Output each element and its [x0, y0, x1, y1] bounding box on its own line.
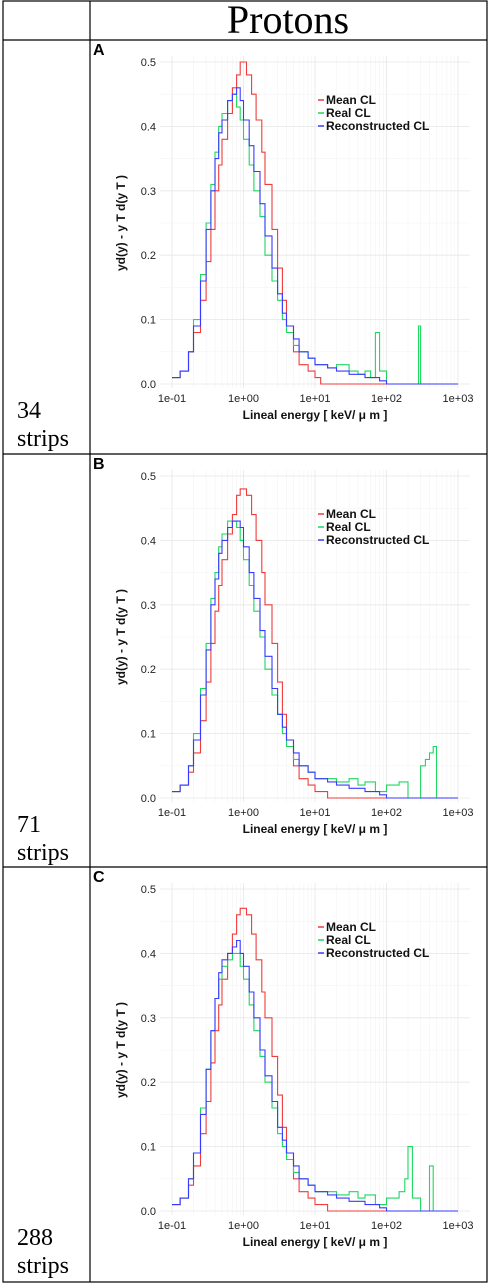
chart-panel-b: B 1e-01 1e+00 1e+01 1e+02 1e+03 0.0 0.1 0.2 0.3 0.… [93, 456, 473, 836]
y-tick-label: 0.3 [141, 1013, 156, 1025]
y-tick-label: 0.2 [141, 664, 156, 676]
series-reconstructed-line [172, 520, 458, 799]
legend-label: Mean CL [326, 93, 376, 107]
y-tick-label: 0.0 [141, 379, 156, 391]
x-tick-label: 1e+00 [228, 1220, 259, 1232]
y-axis-label: yd(y) - y T d(y T ) [114, 1002, 128, 1098]
x-axis-label: Lineal energy [ keV/ μ m ] [243, 822, 388, 836]
y-tick-label: 0.3 [141, 600, 156, 612]
x-tick-label: 1e+01 [300, 807, 331, 819]
header-title: Protons [227, 0, 349, 42]
x-tick-label: 1e+02 [371, 1220, 402, 1232]
row-label-count: 288 [17, 1225, 53, 1251]
grid [160, 56, 470, 388]
y-tick-label: 0.1 [141, 729, 156, 741]
y-tick-label: 0.1 [141, 315, 156, 327]
x-tick-label: 1e+00 [228, 393, 259, 405]
y-tick-label: 0.4 [141, 121, 156, 133]
x-tick-label: 1e-01 [158, 1220, 186, 1232]
y-tick-label: 0.5 [141, 57, 156, 69]
legend-label: Real CL [326, 520, 371, 534]
x-tick-label: 1e+03 [443, 807, 474, 819]
row-label-unit: strips [17, 426, 69, 452]
series-reconstructed-line [172, 87, 458, 385]
chart-panel-a: A 1e-01 1e+00 1e+01 1e+02 1e+03 0.0 0.1 0.2 0.3 0.… [93, 42, 473, 422]
legend-label: Reconstructed CL [326, 533, 429, 547]
panel-letter: B [93, 456, 105, 473]
grid [160, 883, 470, 1215]
y-tick-label: 0.3 [141, 186, 156, 198]
row-label-unit: strips [17, 1253, 69, 1279]
y-tick-label: 0.2 [141, 250, 156, 262]
legend-label: Mean CL [326, 920, 376, 934]
row-label-count: 71 [17, 812, 41, 838]
x-tick-label: 1e+03 [443, 393, 474, 405]
y-tick-label: 0.0 [141, 793, 156, 805]
row-label-71: 71 strips [17, 812, 69, 866]
y-tick-label: 0.5 [141, 471, 156, 483]
panel-letter: C [93, 869, 105, 886]
legend-label: Mean CL [326, 507, 376, 521]
row-label-unit: strips [17, 840, 69, 866]
x-tick-label: 1e+02 [371, 393, 402, 405]
y-tick-label: 0.5 [141, 884, 156, 896]
series-reconstructed-line [172, 939, 458, 1212]
x-axis-label: Lineal energy [ keV/ μ m ] [243, 1235, 388, 1249]
grid [160, 470, 470, 802]
legend-label: Reconstructed CL [326, 946, 429, 960]
y-tick-label: 0.0 [141, 1206, 156, 1218]
legend-label: Real CL [326, 106, 371, 120]
y-axis-label: yd(y) - y T d(y T ) [114, 589, 128, 685]
y-tick-label: 0.4 [141, 535, 156, 547]
row-label-34: 34 strips [17, 398, 69, 452]
row-label-count: 34 [17, 398, 41, 424]
y-tick-label: 0.2 [141, 1077, 156, 1089]
legend-label: Reconstructed CL [326, 119, 429, 133]
x-tick-label: 1e+01 [300, 393, 331, 405]
y-axis-label: yd(y) - y T d(y T ) [114, 175, 128, 271]
x-tick-label: 1e+03 [443, 1220, 474, 1232]
x-axis-label: Lineal energy [ keV/ μ m ] [243, 408, 388, 422]
series-real-line [172, 93, 458, 385]
x-tick-label: 1e-01 [158, 393, 186, 405]
panel-letter: A [93, 42, 105, 59]
x-tick-label: 1e+00 [228, 807, 259, 819]
row-label-288: 288 strips [17, 1225, 69, 1279]
x-tick-label: 1e+01 [300, 1220, 331, 1232]
y-tick-label: 0.4 [141, 948, 156, 960]
x-tick-label: 1e+02 [371, 807, 402, 819]
legend-label: Real CL [326, 933, 371, 947]
chart-panel-c: C 1e-01 1e+00 1e+01 1e+02 1e+03 0.0 0.1 0.2 0.3 0.… [93, 869, 473, 1249]
y-tick-label: 0.1 [141, 1142, 156, 1154]
x-tick-label: 1e-01 [158, 807, 186, 819]
